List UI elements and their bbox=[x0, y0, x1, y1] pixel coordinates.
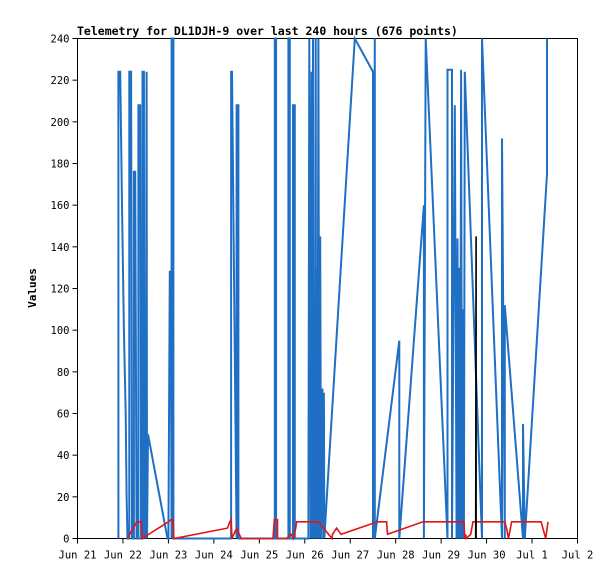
y-tick-label: 100 bbox=[51, 325, 70, 337]
y-tick-label: 120 bbox=[51, 284, 70, 296]
y-tick-label: 80 bbox=[57, 367, 70, 379]
y-tick-label: 160 bbox=[51, 200, 70, 212]
y-tick-label: 240 bbox=[51, 34, 70, 46]
x-tick-label: Jun 27 bbox=[331, 550, 369, 562]
y-axis-label: Values bbox=[26, 268, 39, 308]
series-layer bbox=[117, 34, 549, 541]
y-tick-label: 200 bbox=[51, 117, 70, 129]
y-axis: 0 20 40 60 80 100 120 140 160 180 200 220 240 bbox=[51, 34, 78, 546]
x-tick-label: Jul 1 bbox=[516, 550, 548, 562]
y-tick-label: 20 bbox=[57, 492, 70, 504]
series-line bbox=[126, 517, 549, 541]
x-tick-label: Jun 21 bbox=[59, 550, 97, 562]
x-axis: Jun 21 Jun 22 Jun 23 Jun 24 Jun 25 Jun 26 Jun … bbox=[59, 538, 594, 562]
x-tick-label: Jun 25 bbox=[240, 550, 278, 562]
x-tick-label: Jun 26 bbox=[286, 550, 324, 562]
x-tick-label: Jun 23 bbox=[149, 550, 187, 562]
y-tick-label: 60 bbox=[57, 409, 70, 421]
y-tick-label: 220 bbox=[51, 75, 70, 87]
y-tick-label: 140 bbox=[51, 242, 70, 254]
y-tick-label: 180 bbox=[51, 159, 70, 171]
y-tick-label: 40 bbox=[57, 450, 70, 462]
x-tick-label: Jun 30 bbox=[468, 550, 506, 562]
chart-title: Telemetry for DL1DJH-9 over last 240 hou… bbox=[77, 24, 458, 38]
x-tick-label: Jun 29 bbox=[422, 550, 460, 562]
y-tick-label: 0 bbox=[63, 534, 69, 546]
x-tick-label: Jul 2 bbox=[562, 550, 594, 562]
x-tick-label: Jun 22 bbox=[104, 550, 142, 562]
series-line bbox=[117, 34, 548, 540]
x-tick-label: Jun 28 bbox=[377, 550, 415, 562]
x-tick-label: Jun 24 bbox=[195, 550, 233, 562]
